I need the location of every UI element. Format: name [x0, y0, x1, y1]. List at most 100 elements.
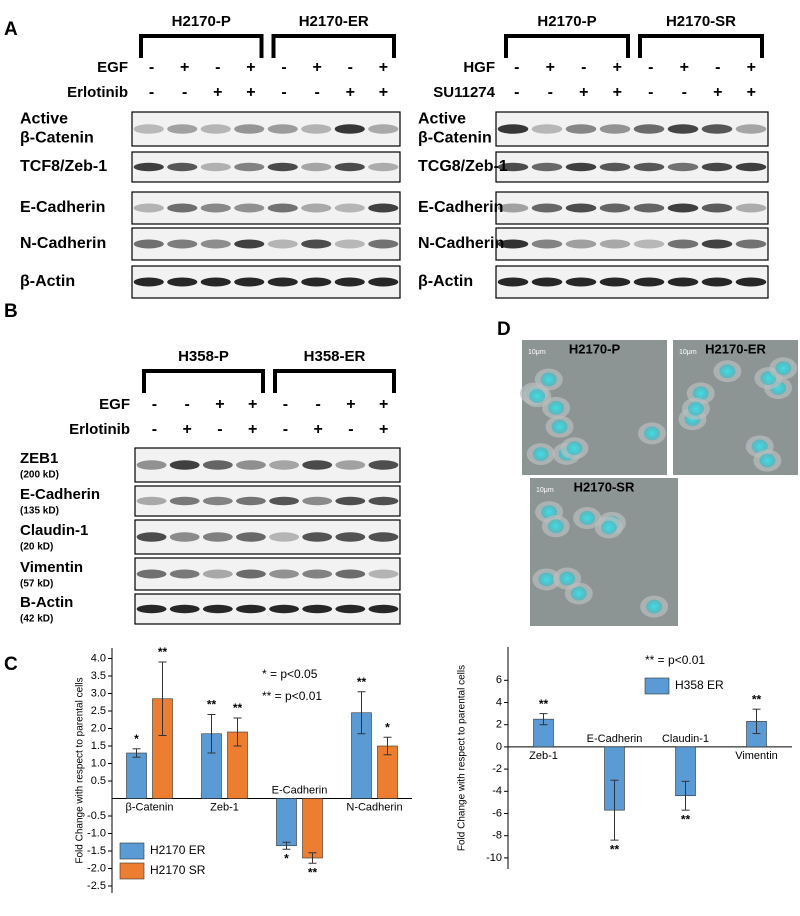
blot-band	[133, 203, 164, 213]
category-label: Zeb-1	[210, 801, 239, 813]
treatment-sign: +	[313, 421, 322, 438]
blot-band	[234, 239, 265, 249]
blot-band	[236, 460, 266, 470]
cell-nucleus	[646, 599, 663, 614]
y-tick-label: -2	[492, 763, 502, 775]
y-tick-label: 1.0	[91, 757, 106, 769]
panel-letter: A	[4, 19, 18, 40]
blot-band	[368, 532, 399, 542]
protein-label: Active	[418, 111, 466, 128]
cell-nucleus	[538, 572, 555, 587]
blot-band	[701, 203, 733, 213]
blot-band	[497, 124, 529, 134]
cell-nucleus	[600, 520, 617, 535]
treatment-sign: -	[514, 59, 519, 76]
blot-band	[735, 203, 767, 213]
cell-nucleus	[759, 453, 776, 468]
treatment-sign: -	[283, 396, 288, 413]
blot-band	[269, 569, 299, 579]
protein-label: Vimentin	[20, 559, 83, 576]
blot-band	[599, 162, 631, 172]
blot-band	[167, 124, 198, 134]
treatment-label: EGF	[99, 396, 130, 413]
y-tick-label: 3.0	[91, 687, 106, 699]
blot-band	[335, 532, 366, 542]
blot-band	[735, 162, 767, 172]
treatment-sign: +	[346, 396, 355, 413]
error-bar	[207, 714, 216, 754]
blot-band	[735, 239, 767, 249]
blot-band	[133, 277, 164, 287]
treatment-sign: -	[315, 396, 320, 413]
cell-nucleus	[775, 361, 792, 376]
error-bar	[132, 748, 141, 758]
group-bracket	[142, 369, 265, 393]
error-bar	[752, 708, 761, 735]
blot-band	[599, 277, 631, 287]
significance: **	[681, 812, 691, 826]
blot-band	[267, 277, 298, 287]
blot-band	[302, 569, 333, 579]
protein-label: β-Catenin	[418, 130, 492, 147]
category-label: Vimentin	[735, 750, 778, 762]
panel-letter: C	[4, 654, 18, 675]
treatment-sign: -	[548, 84, 553, 101]
group-label: H2170-P	[537, 13, 596, 30]
blot-band	[302, 496, 333, 506]
significance: *	[134, 732, 139, 746]
group-bracket	[273, 369, 396, 393]
legend-swatch	[119, 862, 145, 880]
treatment-sign: +	[180, 59, 189, 76]
treatment-sign: -	[283, 421, 288, 438]
group-bracket	[139, 34, 264, 58]
treatment-sign: -	[182, 84, 187, 101]
blot-band	[565, 124, 597, 134]
treatment-label: Erlotinib	[67, 84, 128, 101]
treatment-sign: -	[281, 84, 286, 101]
blot-band	[301, 239, 332, 249]
y-tick-label: 2	[496, 719, 502, 731]
blot-band	[301, 203, 332, 213]
legend-label: H358 ER	[675, 678, 724, 692]
blot-band	[267, 203, 298, 213]
protein-label: B-Actin	[20, 594, 73, 611]
cell-nucleus	[559, 571, 576, 586]
blot-band	[202, 569, 233, 579]
group-label: H2170-ER	[299, 13, 369, 30]
cell-nucleus	[687, 401, 704, 416]
protein-size: (135 kD)	[20, 506, 59, 517]
blot-band	[302, 460, 333, 470]
treatment-sign: -	[348, 421, 353, 438]
treatment-sign: +	[346, 84, 355, 101]
treatment-sign: +	[713, 84, 722, 101]
blot-band	[565, 203, 597, 213]
blot-band	[200, 277, 231, 287]
blot-band	[531, 162, 563, 172]
blot-band	[531, 239, 563, 249]
blot-band	[302, 604, 333, 614]
blot-band	[735, 277, 767, 287]
blot-strip	[134, 447, 401, 483]
blot-band	[301, 162, 332, 172]
group-label: H358-ER	[304, 348, 366, 365]
blot-band	[335, 604, 366, 614]
category-label: N-Cadherin	[346, 801, 402, 813]
error-bar	[383, 736, 392, 756]
y-tick-label: -2.5	[87, 880, 106, 892]
treatment-sign: -	[149, 59, 154, 76]
scale-label: 10μm	[528, 349, 546, 356]
y-tick-label: 0.5	[91, 775, 106, 787]
significance: **	[207, 698, 217, 712]
significance: **	[752, 692, 762, 706]
blot-band	[368, 124, 399, 134]
blot-band	[368, 604, 399, 614]
blot-band	[368, 239, 399, 249]
blot-band	[267, 162, 298, 172]
blot-band	[335, 569, 366, 579]
treatment-sign: -	[315, 84, 320, 101]
protein-label: TCF8/Zeb-1	[20, 158, 107, 175]
panel-letter: D	[497, 319, 511, 340]
protein-label: β-Actin	[418, 273, 473, 290]
blot-band	[667, 203, 699, 213]
group-bracket	[638, 34, 764, 58]
